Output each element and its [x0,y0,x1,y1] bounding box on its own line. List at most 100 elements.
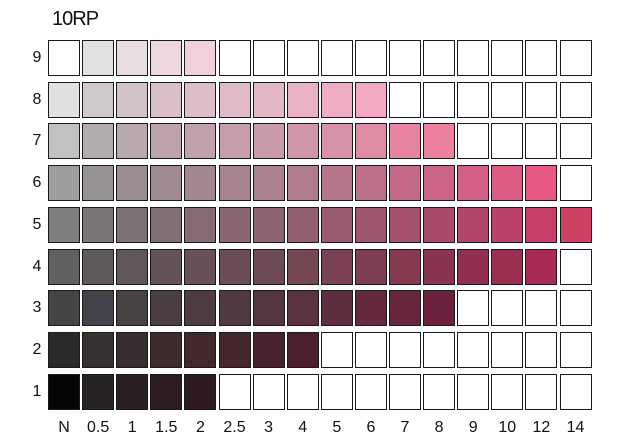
chroma-label: 12 [532,418,551,436]
color-chip [559,123,592,160]
color-chip [150,123,183,160]
color-chip [48,81,80,118]
color-chip [184,331,217,368]
color-chip [320,248,353,285]
color-chip [116,206,149,243]
color-chip [184,373,217,410]
color-chip [184,290,217,327]
chroma-label: 8 [434,418,444,436]
color-chip [184,248,217,285]
color-chip [354,290,387,327]
color-chip [48,123,80,160]
value-label: 5 [32,215,42,233]
color-chip [218,248,251,285]
color-chip [252,81,285,118]
color-chip [559,81,592,118]
color-chip [559,40,592,76]
color-chip [82,331,115,368]
color-chip [286,248,319,285]
color-chip [491,206,524,243]
color-chip [286,290,319,327]
color-chip [48,373,80,410]
color-chip [320,206,353,243]
color-chip [150,206,183,243]
color-chip [354,165,387,202]
color-chip [354,373,387,410]
color-chip [423,331,456,368]
color-chip [525,165,558,202]
value-label: 9 [32,49,42,66]
color-chip [252,290,285,327]
value-label: 1 [32,382,42,400]
chroma-label: 6 [366,418,376,436]
color-chip [184,81,217,118]
color-chip [389,40,421,76]
color-chip [525,248,558,285]
color-chip [82,123,115,160]
color-chip [252,206,285,243]
color-chip [559,206,592,243]
color-chip [320,123,353,160]
color-chip [423,165,456,202]
color-chip [457,331,490,368]
color-chip [491,81,524,118]
color-chip [389,123,421,160]
color-chip [423,290,456,327]
color-chip [116,40,149,76]
chroma-label: 9 [468,418,478,436]
color-chip [82,373,115,410]
color-chip [184,40,217,76]
color-chip [150,331,183,368]
color-chip [286,40,319,76]
color-chip [286,206,319,243]
color-chip [184,123,217,160]
chroma-label: 2 [195,418,205,436]
color-chip [286,123,319,160]
color-chip [82,248,115,285]
color-chip [559,290,592,327]
color-chip [457,206,490,243]
color-chip [354,123,387,160]
value-label: 3 [32,299,42,317]
color-chip [423,40,456,76]
color-chip [320,81,353,118]
color-chip [491,290,524,327]
color-chip [320,165,353,202]
color-chip [82,40,115,76]
color-chip [218,331,251,368]
chroma-label: 2.5 [223,418,246,436]
value-label: 8 [32,90,42,108]
color-chip [150,81,183,118]
color-chip [286,81,319,118]
color-chip [82,206,115,243]
color-chip [184,206,217,243]
color-chip [48,331,80,368]
color-chip [559,248,592,285]
chroma-label: 1.5 [155,418,178,436]
color-chip [150,373,183,410]
color-chip [457,165,490,202]
value-label: 6 [32,174,42,192]
color-chip [252,123,285,160]
color-chip [320,40,353,76]
chroma-label: 0.5 [86,418,110,436]
chroma-label: N [58,418,70,436]
color-chip [389,290,421,327]
color-chip [423,123,456,160]
color-chip [525,331,558,368]
chroma-label: 4 [298,418,308,436]
color-chip [320,373,353,410]
color-chip [82,165,115,202]
chroma-label: 3 [264,418,274,436]
color-chip [116,123,149,160]
color-chip [252,40,285,76]
color-chip [218,165,251,202]
color-chip [354,40,387,76]
color-chip [218,206,251,243]
color-chip [423,206,456,243]
color-chip [320,331,353,368]
color-chip [48,165,80,202]
color-chip [82,290,115,327]
color-chip [218,373,251,410]
color-chip [354,81,387,118]
